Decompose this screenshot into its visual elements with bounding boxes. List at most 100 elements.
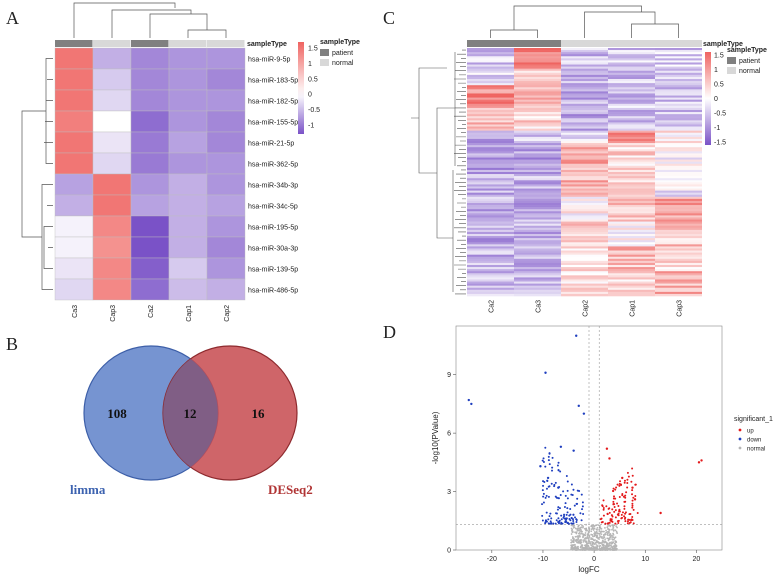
heatmap-cell	[608, 227, 655, 231]
point-up	[659, 511, 662, 515]
point-normal	[578, 531, 581, 534]
heatmap-cell	[467, 198, 514, 202]
heatmap-cell	[467, 163, 514, 167]
heatmap-cell	[608, 209, 655, 212]
heatmap-cell	[467, 248, 514, 251]
heatmap-cell	[514, 244, 561, 247]
heatmap-cell	[608, 178, 655, 181]
heatmap-cell	[514, 267, 561, 270]
heatmap-cell	[561, 219, 608, 222]
heatmap-cell	[467, 277, 514, 280]
heatmap-cell	[467, 54, 514, 57]
heatmap-cell	[655, 205, 702, 208]
point-normal	[606, 532, 609, 535]
heatmap-cell	[514, 178, 561, 181]
heatmap-cell	[608, 225, 655, 229]
heatmap-cell	[561, 161, 608, 165]
heatmap-cell	[467, 229, 514, 233]
heatmap-cell	[467, 48, 514, 51]
point-down	[547, 495, 550, 498]
heatmap-cell	[130, 131, 170, 154]
y-tick-label: 9	[447, 372, 451, 379]
heatmap-cell	[514, 103, 561, 107]
point-down	[575, 520, 578, 523]
heatmap-cell	[561, 196, 608, 200]
point-down	[566, 497, 569, 500]
point-down	[547, 455, 550, 458]
point-normal	[574, 546, 576, 549]
heatmap-cell	[561, 244, 608, 247]
point-normal	[604, 540, 606, 543]
volcano-plot: -20 -10 0 10 20 0 3 6 9 logFC -log10(PValue) signif…	[380, 318, 776, 579]
heatmap-cell	[608, 122, 655, 125]
heatmap-cell	[655, 271, 702, 274]
heatmap-cell	[561, 130, 608, 134]
heatmap-cell	[467, 107, 514, 111]
point-down	[546, 480, 549, 483]
point-normal	[598, 530, 601, 533]
point-down	[542, 457, 545, 460]
heatmap-cell	[467, 165, 514, 169]
heatmap-cell	[608, 254, 655, 258]
heatmap-cell	[608, 76, 655, 80]
heatmap-cell	[561, 279, 608, 282]
point-down	[564, 494, 567, 497]
heatmap-cell	[514, 50, 561, 53]
heatmap-cell	[514, 200, 561, 204]
heatmap-cell	[655, 242, 702, 245]
color-scale-tick: 1.5	[308, 46, 318, 53]
point-up	[613, 505, 616, 508]
volcano-svg: -20 -10 0 10 20 0 3 6 9 logFC -log10(PValue) signif…	[431, 325, 773, 574]
point-normal	[584, 532, 587, 534]
point-normal	[570, 548, 573, 550]
heatmap-cell	[168, 89, 208, 112]
point-down	[553, 485, 556, 488]
annotation-cell	[608, 40, 655, 47]
heatmap-cell	[561, 182, 608, 185]
point-normal	[571, 531, 574, 534]
point-normal	[583, 527, 586, 530]
point-normal	[606, 542, 609, 545]
heatmap-cell	[608, 198, 655, 202]
point-down	[560, 514, 563, 517]
point-down	[580, 519, 583, 522]
point-normal	[591, 524, 593, 527]
point-up	[616, 483, 619, 486]
heatmap-cell	[655, 143, 702, 146]
column-label: Cap1	[630, 300, 637, 317]
point-up	[617, 512, 620, 515]
heatmap-cell	[514, 248, 561, 251]
point-up	[632, 522, 635, 525]
legend-title: sampleType	[727, 47, 767, 54]
heatmap-cell	[54, 68, 94, 91]
heatmap-cell	[467, 110, 514, 113]
heatmap-cell	[130, 47, 170, 70]
legend-title: sampleType	[320, 39, 360, 46]
point-down	[542, 461, 545, 464]
heatmap-cell	[514, 66, 561, 69]
point-down	[542, 501, 545, 504]
heatmap-cell	[54, 215, 94, 238]
heatmap-cell	[655, 68, 702, 72]
point-normal	[571, 529, 573, 532]
heatmap-cell	[514, 132, 561, 136]
point-down	[581, 508, 584, 511]
point-normal	[593, 535, 596, 538]
heatmap-cell	[561, 48, 608, 51]
heatmap-cell	[514, 157, 561, 160]
heatmap-cell	[561, 213, 608, 216]
heatmap-cell	[467, 157, 514, 160]
heatmap-cell	[130, 68, 170, 91]
point-down	[572, 513, 575, 516]
point-normal	[603, 536, 605, 539]
heatmap-cell	[608, 74, 655, 78]
heatmap-cell	[467, 182, 514, 185]
point-up	[618, 510, 621, 513]
heatmap-cell	[467, 87, 514, 90]
point-normal	[607, 528, 610, 531]
heatmap-cell	[608, 155, 655, 158]
annotation-title: sampleType	[703, 41, 743, 48]
point-normal	[604, 533, 607, 536]
heatmap-cell	[608, 56, 655, 59]
heatmap-cell	[608, 200, 655, 204]
